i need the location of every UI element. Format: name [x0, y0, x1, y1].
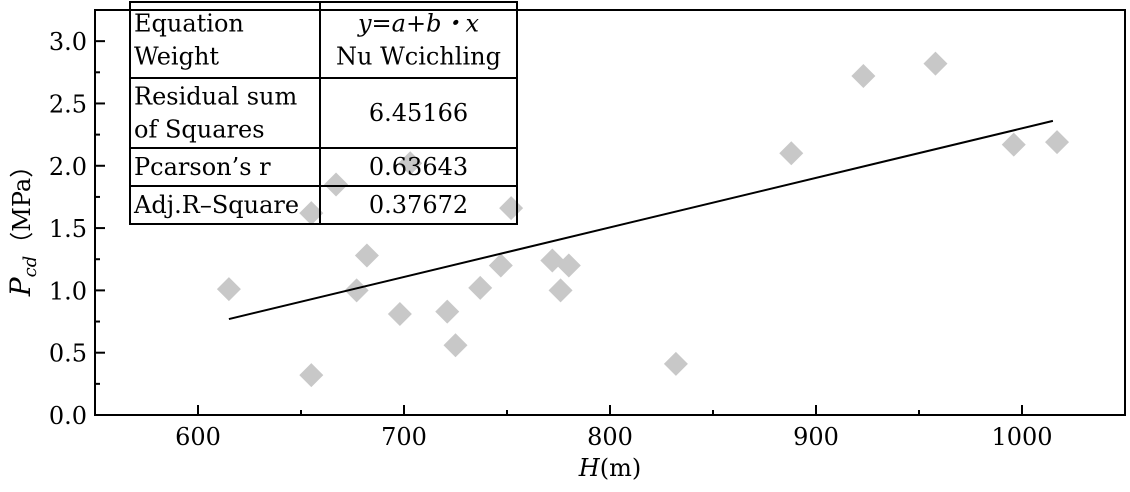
data-point [324, 172, 349, 197]
data-point [398, 151, 423, 176]
data-point [435, 299, 460, 324]
data-point [354, 243, 379, 268]
data-point [387, 302, 412, 327]
data-points [216, 51, 1070, 388]
data-point [779, 141, 804, 166]
x-tick-label: 600 [175, 423, 221, 451]
stats-label: Pcarson’s r [134, 153, 271, 181]
stats-label: Equation [134, 10, 244, 38]
y-tick-label: 0.5 [49, 340, 87, 368]
y-tick-label: 2.5 [49, 90, 87, 118]
data-point [1045, 130, 1070, 155]
x-tick-label: 1000 [991, 423, 1052, 451]
stats-label: of Squares [134, 116, 265, 144]
data-point [468, 275, 493, 300]
stats-value: 0.37672 [369, 191, 468, 219]
y-axis: 0.0 0.5 1.0 1.5 2.0 2.5 3.0 [49, 28, 105, 430]
y-tick-label: 1.5 [49, 215, 87, 243]
y-axis-var: P [4, 276, 37, 297]
data-point [556, 253, 581, 278]
regression-line [228, 119, 1054, 321]
stats-table-border [129, 1, 518, 225]
data-point [499, 196, 524, 221]
y-tick-label: 1.0 [49, 277, 87, 305]
x-axis: 600 700 800 900 1000 [94, 405, 1126, 451]
data-point [663, 351, 688, 376]
data-point [299, 363, 324, 388]
stats-label: Adj.R–Square [133, 191, 299, 219]
x-tick-label: 700 [381, 423, 427, 451]
stats-value: Nu Wcichling [336, 43, 501, 71]
data-point [923, 51, 948, 76]
data-point [1001, 132, 1026, 157]
y-tick-label: 2.0 [49, 153, 87, 181]
stats-value: 6.45166 [369, 99, 468, 127]
data-point [851, 64, 876, 89]
data-point [443, 333, 468, 358]
data-point [548, 278, 573, 303]
x-tick-label: 800 [587, 423, 633, 451]
x-tick-label: 900 [793, 423, 839, 451]
stats-label: Weight [134, 43, 219, 71]
x-axis-var: H [578, 454, 601, 482]
stats-value: y=a+b・x [357, 10, 479, 38]
data-point [344, 278, 369, 303]
stats-label: Residual sum [134, 83, 297, 111]
data-point [299, 201, 324, 226]
y-tick-label: 0.0 [49, 402, 87, 430]
x-axis-title: H(m) [578, 454, 641, 482]
data-point [488, 253, 513, 278]
y-tick-label: 3.0 [49, 28, 87, 56]
data-point [216, 277, 241, 302]
stats-value: 0.63643 [369, 153, 468, 181]
y-axis-sub: cd [20, 256, 41, 278]
x-axis-unit: (m) [600, 454, 641, 482]
y-axis-title: Pcd（MPa） [4, 154, 41, 297]
stats-table: Equation Weight y=a+b・x Nu Wcichling Residua… [129, 1, 518, 225]
y-axis-unit: （MPa） [8, 154, 36, 256]
